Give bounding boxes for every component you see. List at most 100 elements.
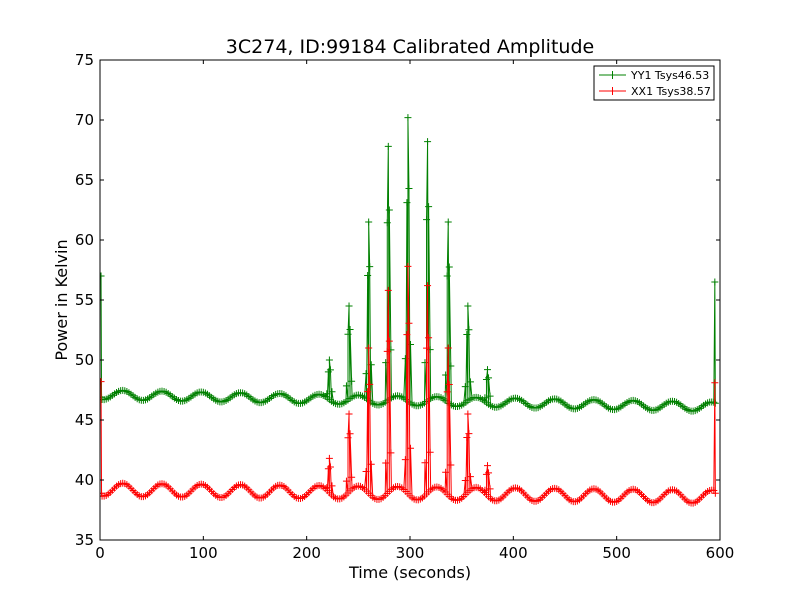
data-point — [404, 114, 412, 122]
data-point — [387, 449, 395, 457]
data-point — [444, 344, 452, 352]
data-point — [464, 410, 472, 418]
data-point — [711, 489, 719, 497]
data-point — [325, 356, 333, 364]
data-point — [383, 219, 391, 227]
data-point — [486, 392, 494, 400]
legend-label: YY1 Tsys46.53 — [630, 69, 709, 82]
series-yy1 — [100, 114, 719, 415]
data-point — [463, 433, 471, 441]
series-xx1 — [100, 262, 719, 507]
data-point — [323, 390, 331, 398]
data-point — [383, 347, 391, 355]
data-point — [444, 218, 452, 226]
data-point — [443, 388, 451, 396]
data-point — [365, 344, 373, 352]
data-point — [346, 430, 354, 438]
legend-entry: XX1 Tsys38.57 — [599, 85, 711, 98]
data-point — [447, 461, 455, 469]
legend-marker — [608, 87, 617, 95]
data-point — [486, 485, 494, 493]
data-point — [362, 467, 370, 475]
data-point — [426, 448, 434, 456]
legend-label: XX1 Tsys38.57 — [631, 85, 711, 98]
data-point — [348, 473, 356, 481]
data-point — [484, 462, 491, 470]
data-point — [425, 203, 433, 211]
data-point — [463, 330, 471, 338]
data-point — [710, 398, 718, 406]
data-point — [328, 388, 336, 396]
data-point — [100, 272, 105, 280]
data-point — [464, 302, 472, 310]
x-tick-label: 300 — [396, 544, 425, 562]
data-point — [405, 184, 413, 192]
data-point — [443, 272, 451, 280]
data-point — [421, 359, 429, 367]
data-point — [711, 379, 719, 387]
data-point — [325, 454, 333, 462]
data-point — [711, 278, 719, 286]
data-point — [384, 286, 392, 294]
data-point — [424, 282, 432, 290]
data-point — [466, 378, 474, 386]
y-tick-label: 70 — [75, 111, 94, 129]
data-point — [367, 460, 375, 468]
data-point — [466, 473, 474, 481]
data-point — [326, 366, 334, 374]
data-point — [461, 477, 469, 485]
data-point — [323, 484, 331, 492]
y-axis-label: Power in Kelvin — [52, 239, 71, 360]
data-point — [423, 344, 431, 352]
data-point — [342, 382, 350, 390]
legend-entry: YY1 Tsys46.53 — [599, 69, 709, 82]
data-point — [348, 377, 356, 385]
data-point — [364, 388, 372, 396]
y-tick-label: 35 — [75, 531, 94, 549]
data-point — [382, 359, 390, 367]
y-tick-label: 65 — [75, 171, 94, 189]
data-point — [424, 138, 432, 146]
y-tick-label: 60 — [75, 231, 94, 249]
data-point — [345, 410, 353, 418]
x-tick-label: 500 — [602, 544, 631, 562]
data-point — [485, 374, 493, 382]
series-line — [100, 117, 716, 412]
legend: YY1 Tsys46.53 XX1 Tsys38.57 — [593, 65, 715, 101]
data-point — [345, 302, 353, 310]
y-tick-label: 45 — [75, 411, 94, 429]
data-point — [425, 334, 433, 342]
data-point — [481, 486, 489, 494]
data-point — [384, 142, 392, 150]
x-tick-label: 400 — [499, 544, 528, 562]
data-point — [346, 326, 354, 334]
data-point — [366, 380, 374, 388]
data-point — [407, 444, 415, 452]
x-tick-label: 0 — [95, 544, 105, 562]
data-point — [481, 394, 489, 402]
data-point — [365, 218, 373, 226]
data-point — [326, 463, 334, 471]
data-point — [405, 319, 413, 327]
data-point — [344, 330, 352, 338]
y-tick-label: 55 — [75, 291, 94, 309]
plot-area — [100, 114, 719, 507]
axes: 0 100 200 300 400 500 600 35 40 45 50 55 60 65 70 75 — [75, 51, 734, 562]
x-tick-label: 600 — [706, 544, 735, 562]
data-point — [461, 383, 469, 391]
data-point — [382, 459, 390, 467]
data-point — [328, 482, 336, 490]
data-point — [344, 434, 352, 442]
data-point — [403, 331, 411, 339]
data-point — [465, 430, 473, 438]
x-tick-label: 200 — [292, 544, 321, 562]
data-point — [401, 456, 409, 464]
data-point — [366, 263, 374, 271]
legend-marker — [608, 71, 617, 79]
data-point — [484, 366, 491, 374]
data-point — [485, 469, 493, 477]
legend-box — [593, 65, 715, 101]
data-point — [421, 459, 429, 467]
data-point — [442, 468, 450, 476]
